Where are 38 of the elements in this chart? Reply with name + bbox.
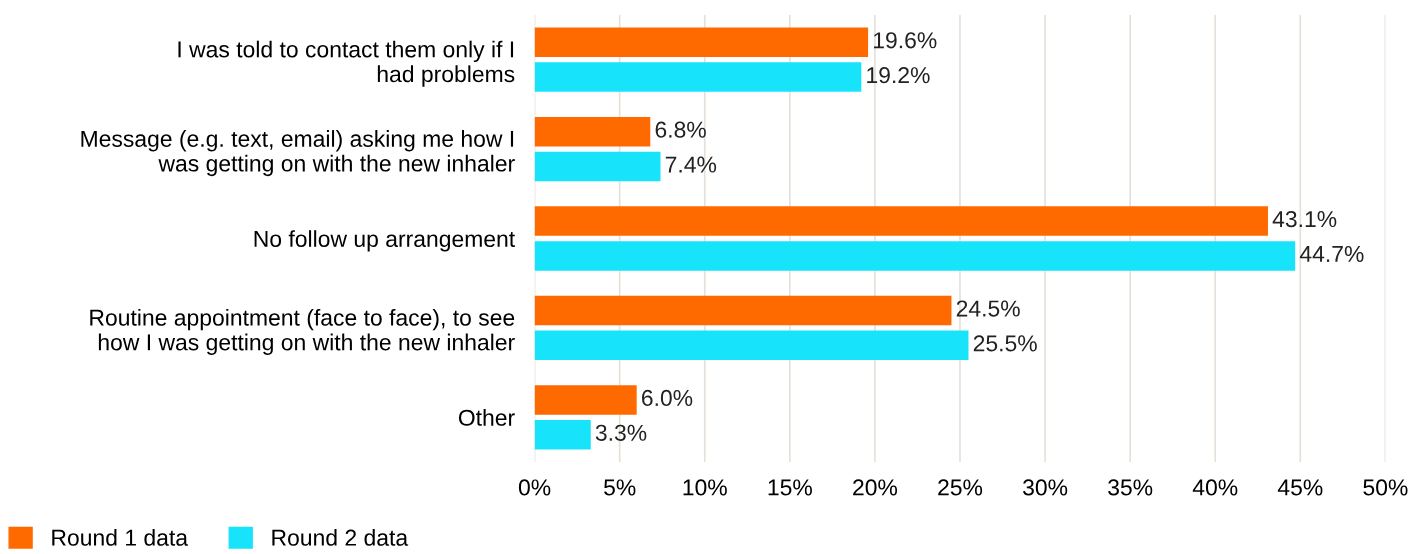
- bar: [534, 116, 651, 147]
- y-tick-label: Message (e.g. text, email) asking me how I was getting on with the new inhaler: [81, 130, 515, 177]
- x-tick-label: 10%: [683, 479, 727, 496]
- data-label: 19.2%: [867, 67, 930, 84]
- data-label: 25.5%: [973, 335, 1037, 352]
- bar: [534, 295, 952, 326]
- x-tick-label: 40%: [1192, 479, 1238, 496]
- legend-label: Round 2 data: [272, 529, 409, 546]
- bar: [534, 330, 969, 361]
- x-tick-label: 50%: [1363, 479, 1408, 496]
- data-label: 3.3%: [595, 424, 647, 441]
- x-tick-label: 5%: [604, 479, 636, 496]
- x-tick-label: 35%: [1108, 479, 1153, 496]
- data-label: 24.5%: [956, 300, 1020, 317]
- bar: [534, 206, 1268, 236]
- y-tick-label: Routine appointment (face to face), to see how I was getting on with the new inhaler: [90, 308, 515, 355]
- data-label: 6.0%: [642, 389, 693, 407]
- bar: [534, 62, 862, 92]
- x-tick-label: 25%: [938, 479, 983, 496]
- y-tick-label: No follow up arrangement: [254, 230, 515, 252]
- data-label: 43.1%: [1272, 210, 1337, 228]
- y-tick-label: Other: [458, 409, 515, 426]
- x-tick-label: 45%: [1277, 479, 1323, 496]
- y-tick-label: I was told to contact them only if I had problems: [178, 40, 515, 87]
- bar: [534, 241, 1296, 271]
- bar: [534, 385, 637, 415]
- data-label: 19.6%: [874, 32, 937, 49]
- bar: [534, 420, 591, 450]
- bar: [534, 27, 869, 57]
- x-tick-label: 15%: [768, 479, 812, 496]
- x-tick-label: 20%: [853, 479, 898, 496]
- data-label: 7.4%: [665, 156, 717, 173]
- x-tick-label: 30%: [1023, 479, 1068, 496]
- bar: [534, 151, 661, 182]
- x-tick-label: 0%: [518, 479, 551, 496]
- data-label: 44.7%: [1299, 245, 1364, 262]
- legend-label: Round 1 data: [52, 529, 189, 546]
- data-label: 6.8%: [655, 121, 706, 138]
